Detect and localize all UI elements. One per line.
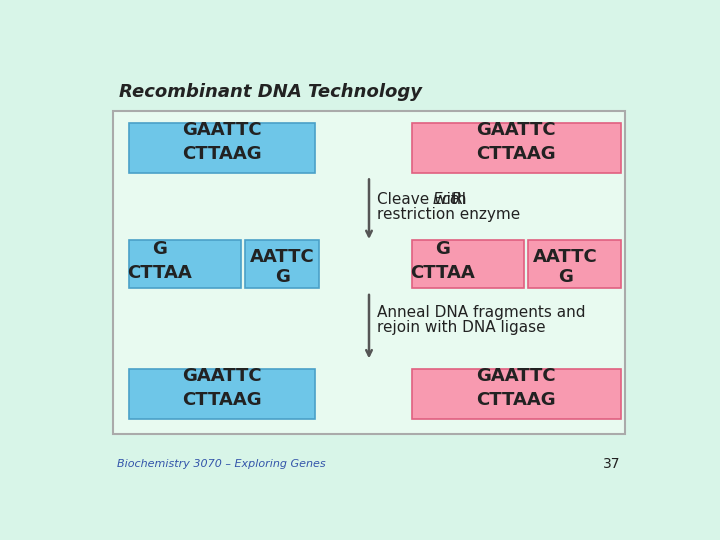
FancyBboxPatch shape (129, 123, 315, 173)
FancyBboxPatch shape (129, 240, 241, 288)
Text: AATTC: AATTC (250, 248, 315, 266)
FancyBboxPatch shape (129, 369, 315, 419)
Text: G
CTTAA: G CTTAA (127, 240, 192, 282)
Text: G
CTTAA: G CTTAA (410, 240, 475, 282)
Text: G: G (275, 268, 289, 286)
Text: RI: RI (451, 192, 467, 207)
Text: GAATTC
CTTAAG: GAATTC CTTAAG (182, 121, 261, 163)
FancyBboxPatch shape (412, 240, 524, 288)
Text: GAATTC
CTTAAG: GAATTC CTTAAG (477, 121, 556, 163)
Text: AATTC: AATTC (533, 248, 598, 266)
Text: Recombinant DNA Technology: Recombinant DNA Technology (120, 83, 423, 101)
FancyBboxPatch shape (113, 111, 625, 434)
Text: GAATTC
CTTAAG: GAATTC CTTAAG (182, 367, 261, 409)
FancyBboxPatch shape (412, 369, 621, 419)
Text: rejoin with DNA ligase: rejoin with DNA ligase (377, 320, 545, 335)
Text: restriction enzyme: restriction enzyme (377, 207, 520, 222)
Text: 37: 37 (603, 457, 621, 471)
Text: Anneal DNA fragments and: Anneal DNA fragments and (377, 305, 585, 320)
Text: GAATTC
CTTAAG: GAATTC CTTAAG (477, 367, 556, 409)
Text: Biochemistry 3070 – Exploring Genes: Biochemistry 3070 – Exploring Genes (117, 458, 325, 469)
FancyBboxPatch shape (245, 240, 319, 288)
FancyBboxPatch shape (528, 240, 621, 288)
Text: G: G (557, 268, 572, 286)
Text: Eco: Eco (433, 192, 460, 207)
Text: Cleave with: Cleave with (377, 192, 471, 207)
FancyBboxPatch shape (412, 123, 621, 173)
